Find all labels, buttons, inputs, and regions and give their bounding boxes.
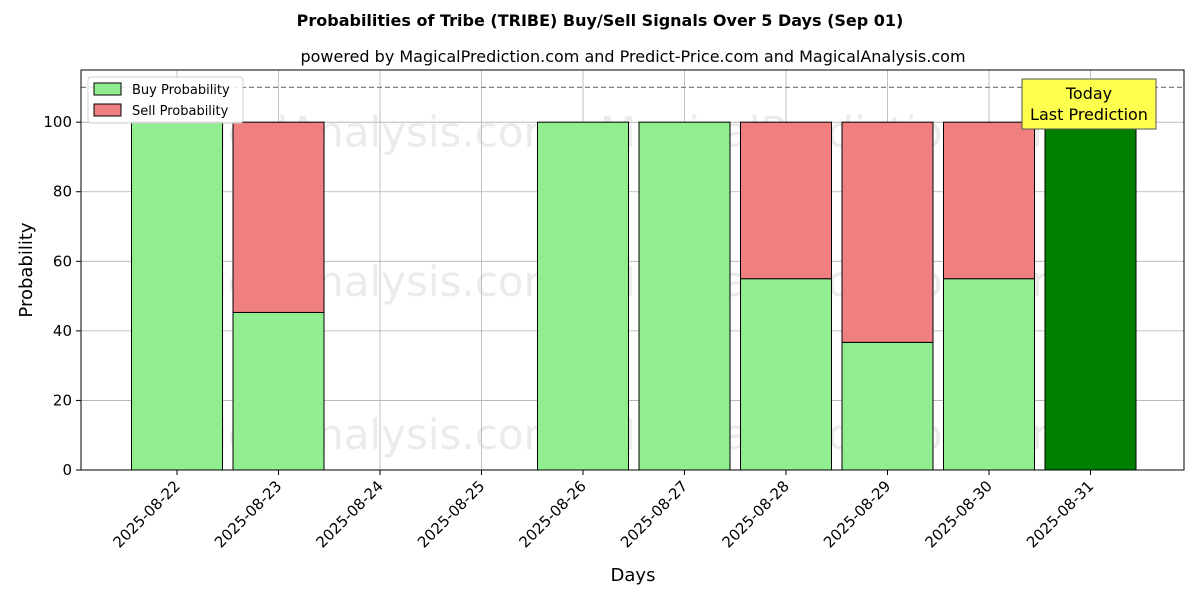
bar-buy (841, 341, 934, 471)
y-tick-label: 80 (53, 183, 72, 201)
bar-buy (1044, 121, 1137, 471)
bar-sell (740, 121, 832, 280)
legend: Buy Probability Sell Probability (87, 76, 244, 124)
legend-swatch (93, 103, 122, 117)
legend-swatch (93, 82, 122, 96)
legend-box (87, 76, 244, 124)
y-axis-label: Probability (16, 222, 37, 317)
y-tick-label: 60 (53, 252, 72, 270)
annotation-box (1021, 78, 1157, 130)
chart-title: Probabilities of Tribe (TRIBE) Buy/Sell … (297, 11, 904, 30)
y-tick-label: 20 (53, 391, 72, 409)
bar-buy (537, 121, 629, 471)
y-tick-label: 100 (43, 113, 72, 131)
bar-buy (131, 121, 223, 471)
y-tick-label: 40 (53, 322, 72, 340)
bar-sell (841, 121, 934, 343)
bar-buy (232, 311, 325, 471)
bars (131, 121, 1137, 471)
bar-buy (943, 278, 1035, 471)
legend-label: Sell Probability (132, 104, 229, 119)
y-axis: 0 20 40 60 80 100 (43, 113, 81, 479)
x-axis-label: Days (611, 565, 656, 586)
annotation-line: Today (1065, 84, 1112, 103)
today-annotation: Today Last Prediction (1021, 78, 1157, 130)
bar-sell (943, 121, 1035, 280)
y-tick-label: 0 (62, 461, 72, 479)
bar-sell (232, 121, 325, 313)
annotation-line: Last Prediction (1030, 105, 1148, 124)
legend-label: Buy Probability (132, 83, 230, 98)
plot-frame (80, 69, 1185, 471)
chart-subtitle: powered by MagicalPrediction.com and Pre… (300, 47, 965, 66)
bar-buy (638, 121, 731, 471)
bar-buy (740, 278, 832, 471)
